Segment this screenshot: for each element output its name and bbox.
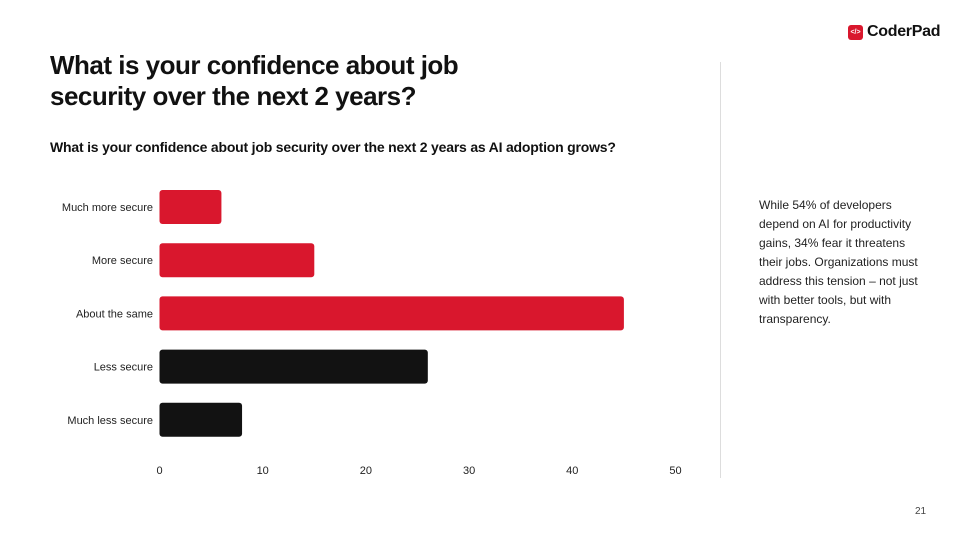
category-label: Less secure [94, 362, 153, 374]
page-title: What is your confidence about job securi… [50, 50, 459, 111]
x-tick-label: 0 [156, 465, 162, 477]
x-tick-label: 40 [566, 465, 578, 477]
bar [159, 243, 315, 278]
bar [159, 190, 222, 224]
divider [720, 62, 721, 478]
bar [159, 349, 428, 384]
bar [159, 296, 624, 331]
coderpad-logo: </> CoderPad [848, 23, 940, 41]
code-icon: </> [848, 24, 863, 40]
category-label: Much more secure [62, 202, 153, 214]
x-tick-label: 20 [360, 465, 372, 477]
category-label: Much less secure [67, 415, 153, 427]
page-number: 21 [915, 506, 927, 517]
x-tick-label: 50 [669, 465, 681, 477]
bar [159, 402, 243, 437]
x-tick-label: 30 [463, 465, 475, 477]
chart-title: What is your confidence about job securi… [50, 139, 616, 155]
category-label: More secure [92, 255, 153, 267]
logo-text: CoderPad [867, 23, 941, 40]
x-tick-label: 10 [257, 465, 269, 477]
insight-note: While 54% of developers depend on AI for… [759, 198, 918, 326]
category-label: About the same [76, 308, 153, 320]
